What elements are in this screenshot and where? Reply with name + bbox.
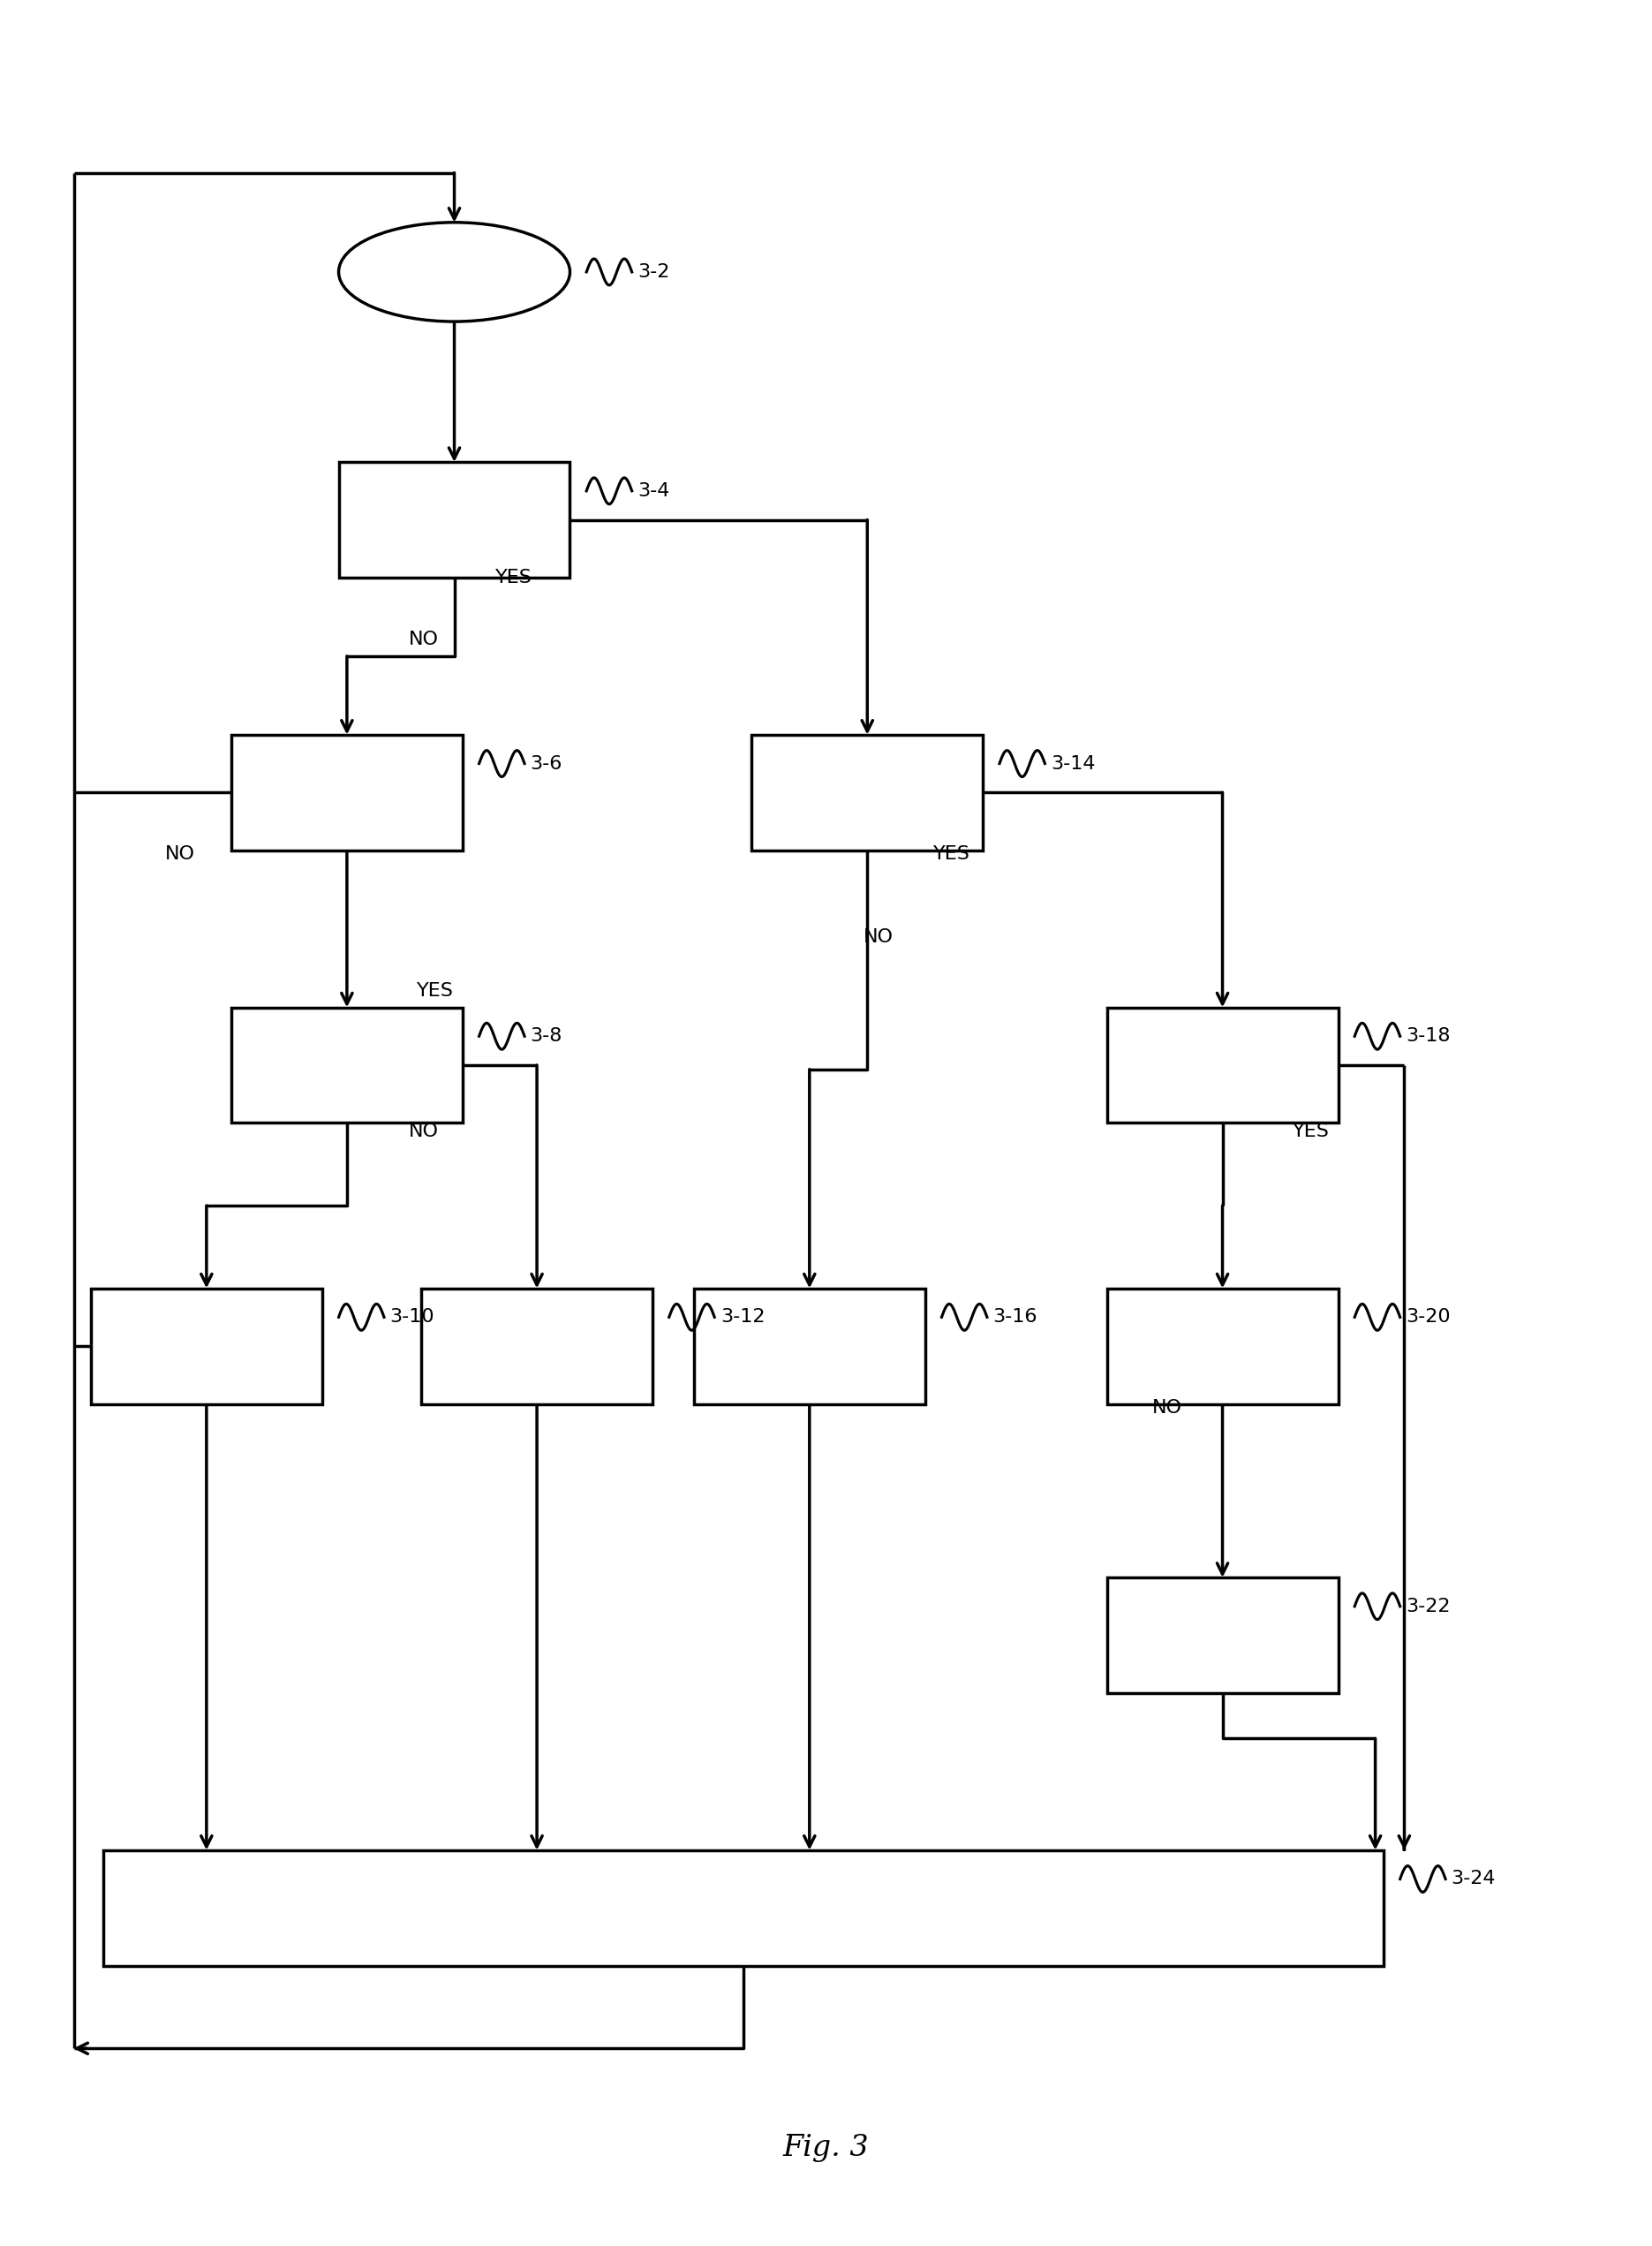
- Text: 3-18: 3-18: [1406, 1026, 1450, 1044]
- Text: NO: NO: [862, 928, 894, 946]
- Text: 3-16: 3-16: [993, 1309, 1037, 1325]
- Text: YES: YES: [933, 847, 970, 862]
- Text: Fig. 3: Fig. 3: [783, 2134, 869, 2161]
- Text: 3-14: 3-14: [1051, 755, 1095, 773]
- Bar: [1107, 1006, 1338, 1123]
- Text: NO: NO: [410, 1123, 439, 1141]
- Bar: [694, 1289, 925, 1404]
- Text: NO: NO: [410, 631, 439, 649]
- Ellipse shape: [339, 222, 570, 321]
- Bar: [1107, 1577, 1338, 1693]
- Text: 3-6: 3-6: [530, 755, 562, 773]
- Bar: [1107, 1289, 1338, 1404]
- Text: 3-22: 3-22: [1406, 1597, 1450, 1615]
- Text: 3-24: 3-24: [1452, 1871, 1495, 1889]
- Text: NO: NO: [165, 847, 195, 862]
- Text: 3-10: 3-10: [390, 1309, 434, 1325]
- Bar: [102, 1851, 1384, 1965]
- Bar: [231, 1006, 463, 1123]
- Text: NO: NO: [1153, 1399, 1183, 1417]
- Text: 3-8: 3-8: [530, 1026, 562, 1044]
- Bar: [421, 1289, 653, 1404]
- Text: YES: YES: [496, 568, 532, 586]
- Text: 3-2: 3-2: [638, 263, 669, 281]
- Bar: [91, 1289, 322, 1404]
- Text: 3-12: 3-12: [720, 1309, 765, 1325]
- Text: 3-4: 3-4: [638, 483, 669, 501]
- Bar: [339, 463, 570, 577]
- Bar: [231, 734, 463, 851]
- Text: 3-20: 3-20: [1406, 1309, 1450, 1325]
- Text: YES: YES: [1292, 1123, 1330, 1141]
- Bar: [752, 734, 983, 851]
- Text: YES: YES: [416, 982, 454, 999]
